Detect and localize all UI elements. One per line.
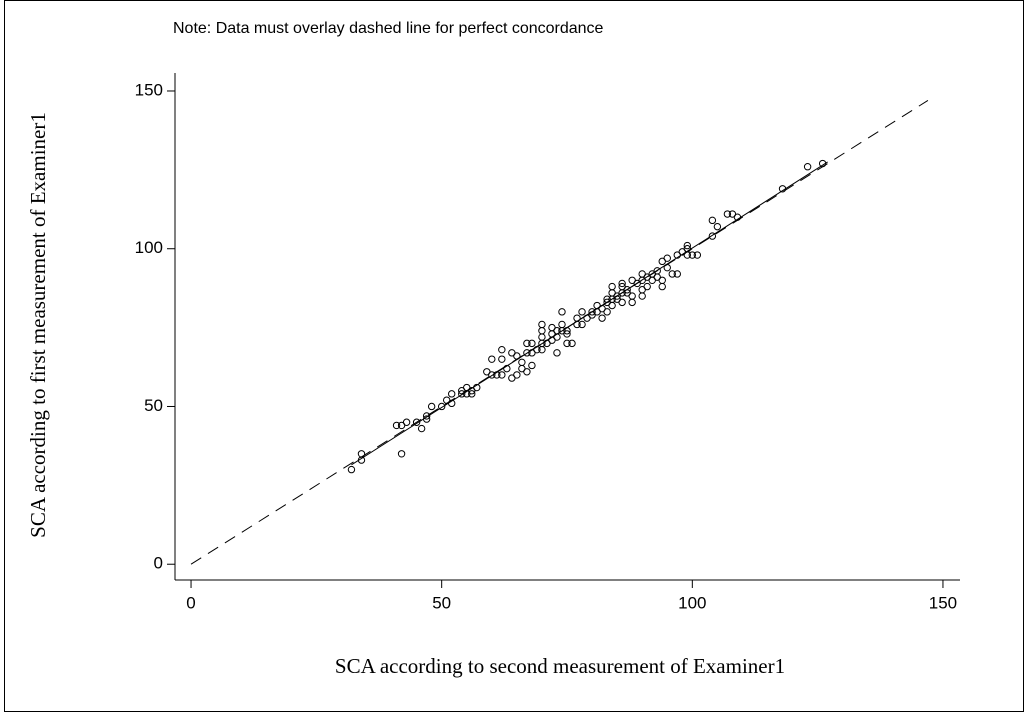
point	[498, 345, 506, 354]
point	[392, 421, 401, 430]
point	[402, 418, 411, 426]
point	[533, 345, 541, 354]
point	[558, 320, 566, 329]
point	[448, 399, 456, 408]
point	[498, 371, 506, 379]
point	[708, 216, 717, 225]
point	[713, 222, 722, 231]
point	[673, 270, 681, 278]
point	[498, 355, 506, 363]
point	[468, 390, 476, 398]
point	[588, 308, 596, 316]
point	[733, 213, 742, 221]
point	[603, 308, 611, 316]
point	[518, 358, 526, 367]
point	[623, 286, 631, 294]
point	[693, 251, 702, 259]
point	[503, 364, 511, 373]
x-tick-label: 100	[678, 593, 706, 612]
point	[523, 349, 531, 357]
point	[603, 295, 611, 303]
point	[513, 371, 521, 379]
note: Note: Data must overlay dashed line for …	[173, 20, 604, 37]
point	[558, 308, 566, 316]
point	[598, 314, 606, 322]
point	[538, 320, 546, 329]
point	[628, 292, 636, 300]
dashed-line	[190, 100, 929, 565]
point	[397, 450, 406, 458]
point	[563, 327, 571, 335]
point	[663, 254, 671, 262]
point	[618, 298, 626, 307]
point	[448, 390, 456, 398]
point	[568, 339, 576, 348]
point	[563, 339, 571, 348]
point	[347, 465, 356, 474]
point	[618, 279, 626, 288]
x-tick-label: 50	[432, 593, 451, 612]
point	[422, 415, 431, 423]
point	[803, 163, 812, 171]
y-tick-label: 50	[144, 396, 163, 415]
point	[608, 282, 616, 291]
point	[778, 185, 787, 193]
point	[663, 263, 671, 272]
point	[458, 390, 466, 398]
point	[708, 232, 717, 240]
point	[578, 308, 586, 316]
point	[412, 418, 421, 426]
point	[528, 361, 536, 370]
x-tick-label: 0	[186, 593, 195, 612]
point	[553, 327, 561, 335]
point	[668, 270, 676, 278]
point	[653, 267, 661, 275]
y-tick-label: 0	[154, 554, 163, 573]
point	[658, 282, 666, 291]
x-tick-label: 150	[929, 593, 957, 612]
point	[563, 330, 571, 338]
point	[573, 314, 581, 322]
y-tick-label: 150	[135, 80, 163, 99]
point	[473, 383, 481, 392]
point	[357, 450, 366, 458]
point	[528, 339, 536, 348]
point	[688, 251, 697, 259]
point	[513, 352, 521, 360]
point	[422, 412, 431, 420]
point	[643, 282, 651, 291]
y-tick-label: 100	[135, 238, 163, 257]
point	[683, 245, 692, 253]
point	[493, 371, 501, 379]
point	[417, 424, 426, 433]
point	[427, 402, 436, 411]
y-axis-title: SCA according to first measurement of Ex…	[26, 112, 50, 538]
point	[437, 402, 446, 411]
point	[523, 339, 531, 348]
point	[523, 368, 531, 376]
point	[818, 159, 827, 168]
point	[683, 241, 692, 250]
x-axis-title: SCA according to second measurement of E…	[335, 654, 785, 678]
point	[578, 320, 586, 329]
point	[553, 349, 561, 357]
point	[488, 371, 496, 379]
point	[723, 210, 732, 218]
point	[488, 355, 496, 363]
